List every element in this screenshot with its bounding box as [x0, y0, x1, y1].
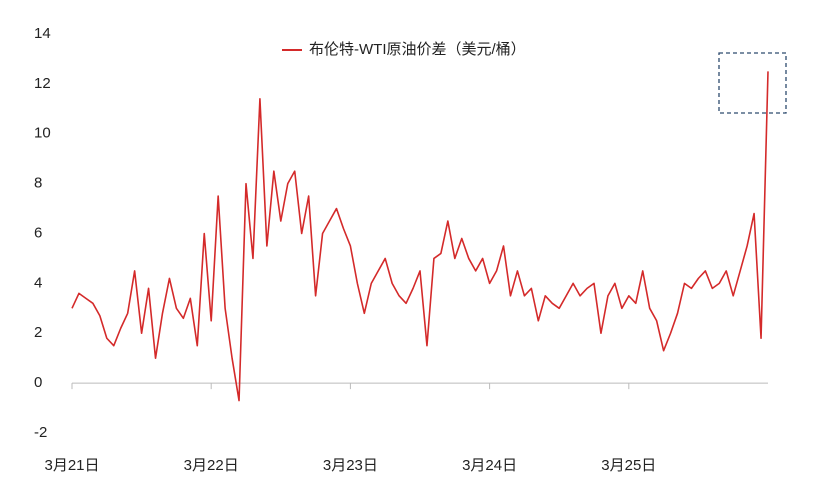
- x-tick-label: 3月25日: [601, 457, 656, 474]
- y-tick-label: 2: [34, 324, 42, 341]
- y-tick-label: -2: [34, 424, 47, 441]
- y-tick-label: 4: [34, 274, 42, 291]
- legend-label: 布伦特-WTI原油价差（美元/桶）: [309, 41, 526, 58]
- x-tick-label: 3月21日: [44, 457, 99, 474]
- x-tick-label: 3月23日: [323, 457, 378, 474]
- y-tick-label: 0: [34, 374, 42, 391]
- line-series: [71, 71, 769, 402]
- highlight-box: [718, 52, 787, 114]
- y-tick-label: 6: [34, 224, 42, 241]
- x-tick-label: 3月24日: [462, 457, 517, 474]
- y-tick-label: 12: [34, 75, 51, 92]
- y-tick-label: 10: [34, 125, 51, 142]
- y-tick-label: 8: [34, 175, 42, 192]
- x-tick-label: 3月22日: [184, 457, 239, 474]
- y-tick-label: 14: [34, 25, 51, 42]
